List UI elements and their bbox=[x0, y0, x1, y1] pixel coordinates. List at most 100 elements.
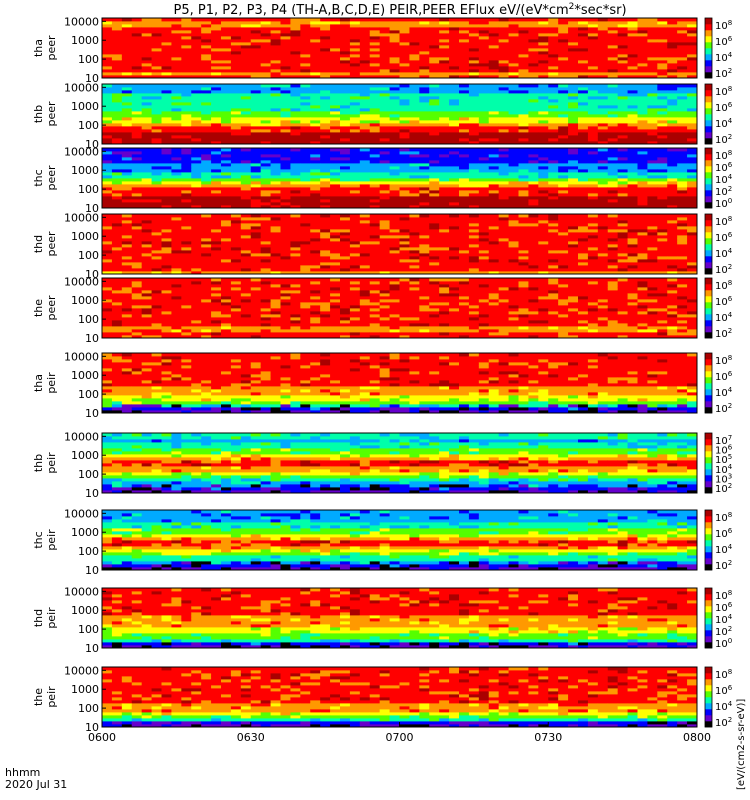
spectrogram-cell bbox=[468, 90, 480, 94]
spectrogram-cell bbox=[280, 199, 291, 203]
spectrogram-cell bbox=[568, 205, 579, 209]
spectrogram-cell bbox=[102, 33, 113, 37]
spectrogram-cell bbox=[627, 256, 638, 260]
spectrogram-cell bbox=[419, 232, 430, 236]
spectrogram-cell bbox=[171, 141, 182, 145]
spectrogram-cell bbox=[478, 54, 490, 58]
spectrogram-cell bbox=[627, 45, 638, 49]
spectrogram-cell bbox=[568, 57, 579, 61]
spectrogram-cell bbox=[250, 111, 262, 115]
spectrogram-cell bbox=[518, 57, 529, 61]
spectrogram-cell bbox=[340, 175, 351, 179]
spectrogram-cell bbox=[518, 169, 529, 173]
spectrogram-cell bbox=[141, 18, 152, 22]
spectrogram-cell bbox=[131, 314, 143, 318]
spectrogram-cell bbox=[508, 132, 519, 136]
spectrogram-cell bbox=[558, 117, 569, 121]
spectrogram-cell bbox=[280, 54, 291, 58]
spectrogram-cell bbox=[687, 181, 698, 185]
spectrogram-cell bbox=[597, 163, 609, 167]
spectrogram-cell bbox=[102, 175, 113, 179]
spectrogram-cell bbox=[558, 268, 569, 272]
spectrogram-cell bbox=[151, 196, 162, 200]
spectrogram-cell bbox=[568, 226, 579, 230]
spectrogram-cell bbox=[459, 96, 470, 100]
spectrogram-cell bbox=[349, 72, 361, 76]
spectrogram-cell bbox=[121, 223, 133, 227]
spectrogram-cell bbox=[449, 111, 460, 115]
spectrogram-cell bbox=[230, 135, 242, 139]
spectrogram-cell bbox=[687, 72, 698, 76]
spectrogram-cell bbox=[250, 199, 262, 203]
spectrogram-cell bbox=[270, 48, 281, 52]
spectrogram-cell bbox=[280, 93, 291, 97]
spectrogram-cell bbox=[687, 63, 698, 67]
spectrogram-cell bbox=[240, 202, 252, 206]
spectrogram-cell bbox=[111, 238, 123, 242]
spectrogram-cell bbox=[677, 175, 688, 179]
spectrogram-cell bbox=[587, 196, 599, 200]
spectrogram-cell bbox=[468, 87, 480, 91]
spectrogram-cell bbox=[538, 117, 549, 121]
spectrogram-cell bbox=[181, 271, 192, 275]
spectrogram-cell bbox=[518, 120, 529, 124]
spectrogram-cell bbox=[270, 111, 281, 115]
spectrogram-cell bbox=[597, 262, 609, 266]
spectrogram-cell bbox=[201, 27, 212, 31]
spectrogram-cell bbox=[409, 184, 420, 188]
spectrogram-cell bbox=[221, 129, 232, 133]
spectrogram-cell bbox=[230, 132, 242, 136]
spectrogram-cell bbox=[687, 190, 698, 194]
spectrogram-cell bbox=[290, 48, 301, 52]
spectrogram-cell bbox=[349, 199, 361, 203]
colorbar-segment bbox=[705, 102, 712, 109]
spectrogram-cell bbox=[449, 229, 460, 233]
spectrogram-cell bbox=[260, 27, 271, 31]
spectrogram-cell bbox=[508, 184, 519, 188]
spectrogram-cell bbox=[587, 157, 599, 161]
spectrogram-cell bbox=[578, 151, 589, 155]
spectrogram-cell bbox=[687, 166, 698, 170]
spectrogram-cell bbox=[320, 193, 331, 197]
spectrogram-cell bbox=[468, 154, 480, 158]
spectrogram-cell bbox=[687, 262, 698, 266]
spectrogram-cell bbox=[340, 238, 351, 242]
spectrogram-cell bbox=[131, 229, 143, 233]
spectrogram-cell bbox=[538, 87, 549, 91]
spectrogram-cell bbox=[558, 220, 569, 224]
spectrogram-cell bbox=[548, 256, 559, 260]
spectrogram-cell bbox=[300, 184, 311, 188]
spectrogram-cell bbox=[151, 199, 162, 203]
spectrogram-cell bbox=[667, 99, 678, 103]
spectrogram-cell bbox=[230, 24, 242, 28]
spectrogram-cell bbox=[468, 172, 480, 176]
spectrogram-cell bbox=[369, 126, 381, 130]
spectrogram-cell bbox=[260, 126, 271, 130]
spectrogram-cell bbox=[488, 45, 500, 49]
spectrogram-cell bbox=[310, 196, 321, 200]
spectrogram-cell bbox=[221, 169, 232, 173]
spectrogram-cell bbox=[498, 184, 509, 188]
colorbar-segment bbox=[705, 148, 712, 155]
spectrogram-cell bbox=[478, 96, 490, 100]
spectrogram-cell bbox=[439, 232, 450, 236]
spectrogram-cell bbox=[647, 111, 658, 115]
spectrogram-cell bbox=[250, 187, 262, 191]
spectrogram-cell bbox=[111, 244, 123, 248]
spectrogram-cell bbox=[310, 141, 321, 145]
spectrogram-cell bbox=[171, 256, 182, 260]
spectrogram-cell bbox=[379, 39, 390, 43]
spectrogram-cell bbox=[221, 262, 232, 266]
spectrogram-cell bbox=[449, 247, 460, 251]
spectrogram-cell bbox=[340, 271, 351, 275]
spectrogram-cell bbox=[121, 253, 133, 257]
spectrogram-cell bbox=[607, 226, 619, 230]
spectrogram-cell bbox=[280, 253, 291, 257]
spectrogram-cell bbox=[300, 33, 311, 37]
spectrogram-cell bbox=[270, 217, 281, 221]
spectrogram-cell bbox=[349, 271, 361, 275]
spectrogram-cell bbox=[111, 45, 123, 49]
spectrogram-cell bbox=[538, 132, 549, 136]
spectrogram-cell bbox=[468, 184, 480, 188]
spectrogram-cell bbox=[607, 30, 619, 34]
